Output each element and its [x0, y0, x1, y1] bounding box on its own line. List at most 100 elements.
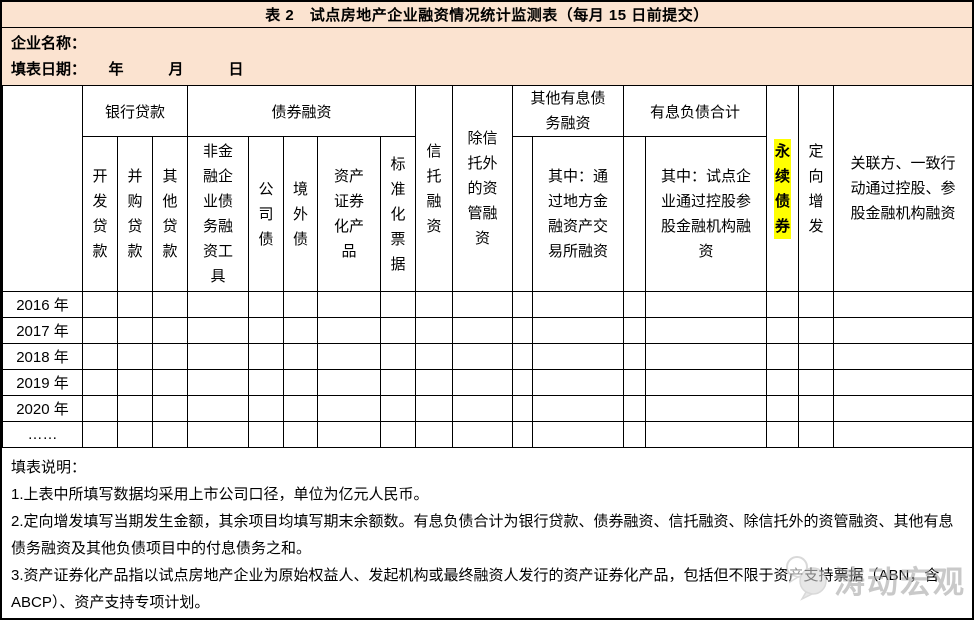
- data-cell[interactable]: [452, 395, 514, 422]
- data-cell[interactable]: [798, 421, 835, 448]
- data-cell[interactable]: [532, 369, 625, 396]
- data-cell[interactable]: [512, 369, 534, 396]
- data-cell[interactable]: [798, 343, 835, 370]
- data-cell[interactable]: [798, 369, 835, 396]
- data-cell[interactable]: [645, 343, 768, 370]
- data-cell[interactable]: [151, 291, 189, 318]
- data-cell[interactable]: [512, 343, 534, 370]
- data-cell[interactable]: [645, 317, 768, 344]
- data-cell[interactable]: [117, 421, 153, 448]
- data-cell[interactable]: [248, 343, 285, 370]
- data-cell[interactable]: [283, 369, 319, 396]
- data-cell[interactable]: [187, 421, 250, 448]
- data-cell[interactable]: [645, 369, 768, 396]
- data-cell[interactable]: [415, 291, 454, 318]
- data-cell[interactable]: [151, 317, 189, 344]
- data-cell[interactable]: [248, 317, 285, 344]
- data-cell[interactable]: [833, 395, 972, 422]
- data-cell[interactable]: [415, 369, 454, 396]
- data-cell[interactable]: [248, 369, 285, 396]
- data-cell[interactable]: [532, 291, 625, 318]
- data-cell[interactable]: [452, 291, 514, 318]
- data-cell[interactable]: [645, 291, 768, 318]
- data-cell[interactable]: [766, 395, 800, 422]
- data-cell[interactable]: [151, 343, 189, 370]
- data-cell[interactable]: [512, 421, 534, 448]
- data-cell[interactable]: [452, 317, 514, 344]
- data-cell[interactable]: [833, 291, 972, 318]
- data-cell[interactable]: [532, 317, 625, 344]
- data-cell[interactable]: [117, 369, 153, 396]
- data-cell[interactable]: [623, 421, 647, 448]
- data-cell[interactable]: [452, 343, 514, 370]
- data-cell[interactable]: [117, 343, 153, 370]
- data-cell[interactable]: [117, 291, 153, 318]
- data-cell[interactable]: [766, 369, 800, 396]
- data-cell[interactable]: [798, 317, 835, 344]
- data-cell[interactable]: [283, 291, 319, 318]
- data-cell[interactable]: [82, 369, 118, 396]
- data-cell[interactable]: [283, 395, 319, 422]
- data-cell[interactable]: [187, 369, 250, 396]
- data-cell[interactable]: [187, 291, 250, 318]
- data-cell[interactable]: [283, 317, 319, 344]
- data-cell[interactable]: [248, 291, 285, 318]
- data-cell[interactable]: [380, 395, 417, 422]
- data-cell[interactable]: [82, 291, 118, 318]
- data-cell[interactable]: [766, 343, 800, 370]
- data-cell[interactable]: [512, 317, 534, 344]
- data-cell[interactable]: [380, 291, 417, 318]
- data-cell[interactable]: [766, 291, 800, 318]
- data-cell[interactable]: [248, 395, 285, 422]
- data-cell[interactable]: [623, 343, 647, 370]
- data-cell[interactable]: [532, 343, 625, 370]
- data-cell[interactable]: [82, 395, 118, 422]
- data-cell[interactable]: [317, 369, 382, 396]
- data-cell[interactable]: [117, 395, 153, 422]
- data-cell[interactable]: [645, 421, 768, 448]
- data-cell[interactable]: [766, 421, 800, 448]
- data-cell[interactable]: [623, 317, 647, 344]
- data-cell[interactable]: [798, 395, 835, 422]
- data-cell[interactable]: [415, 343, 454, 370]
- data-cell[interactable]: [415, 395, 454, 422]
- data-cell[interactable]: [117, 317, 153, 344]
- data-cell[interactable]: [833, 421, 972, 448]
- data-cell[interactable]: [82, 317, 118, 344]
- data-cell[interactable]: [415, 421, 454, 448]
- data-cell[interactable]: [532, 395, 625, 422]
- data-cell[interactable]: [82, 343, 118, 370]
- data-cell[interactable]: [833, 343, 972, 370]
- data-cell[interactable]: [623, 369, 647, 396]
- data-cell[interactable]: [248, 421, 285, 448]
- data-cell[interactable]: [415, 317, 454, 344]
- data-cell[interactable]: [623, 395, 647, 422]
- data-cell[interactable]: [532, 421, 625, 448]
- data-cell[interactable]: [317, 395, 382, 422]
- data-cell[interactable]: [283, 421, 319, 448]
- data-cell[interactable]: [623, 291, 647, 318]
- data-cell[interactable]: [317, 421, 382, 448]
- data-cell[interactable]: [317, 317, 382, 344]
- data-cell[interactable]: [317, 343, 382, 370]
- data-cell[interactable]: [380, 369, 417, 396]
- data-cell[interactable]: [187, 343, 250, 370]
- data-cell[interactable]: [512, 291, 534, 318]
- data-cell[interactable]: [645, 395, 768, 422]
- data-cell[interactable]: [380, 317, 417, 344]
- data-cell[interactable]: [452, 369, 514, 396]
- data-cell[interactable]: [151, 395, 189, 422]
- data-cell[interactable]: [317, 291, 382, 318]
- data-cell[interactable]: [380, 343, 417, 370]
- data-cell[interactable]: [833, 317, 972, 344]
- data-cell[interactable]: [187, 395, 250, 422]
- data-cell[interactable]: [833, 369, 972, 396]
- data-cell[interactable]: [82, 421, 118, 448]
- data-cell[interactable]: [512, 395, 534, 422]
- data-cell[interactable]: [766, 317, 800, 344]
- data-cell[interactable]: [452, 421, 514, 448]
- data-cell[interactable]: [151, 369, 189, 396]
- data-cell[interactable]: [798, 291, 835, 318]
- data-cell[interactable]: [380, 421, 417, 448]
- data-cell[interactable]: [187, 317, 250, 344]
